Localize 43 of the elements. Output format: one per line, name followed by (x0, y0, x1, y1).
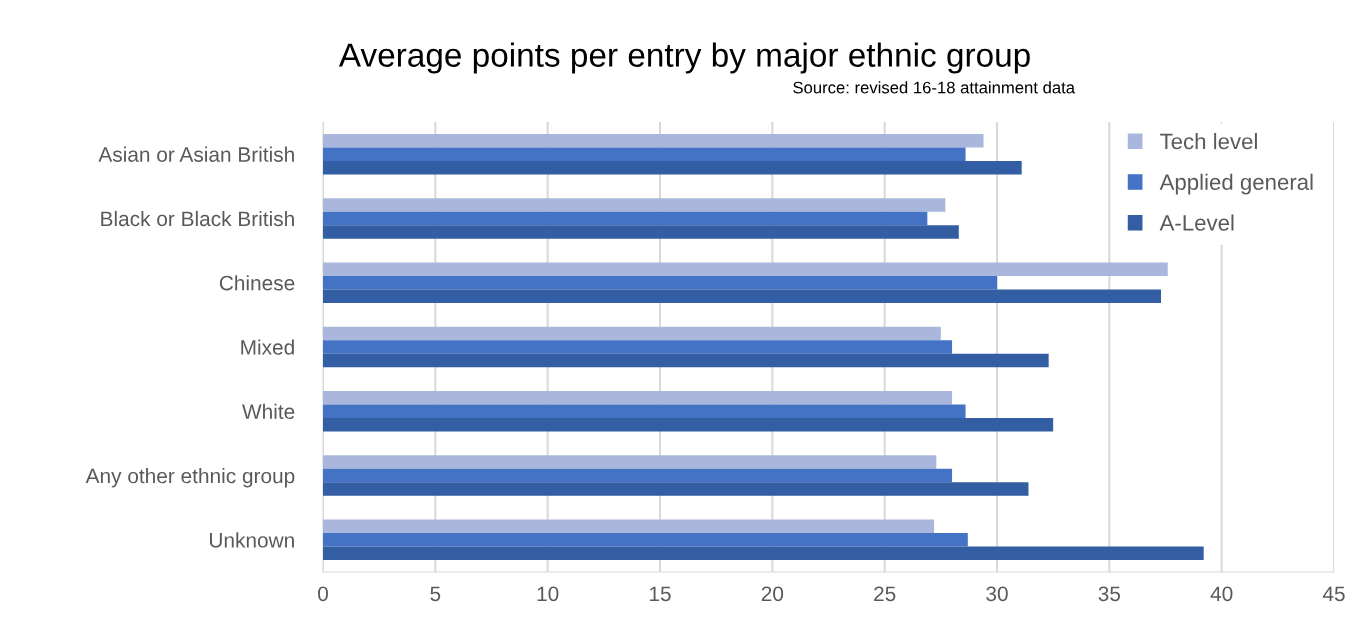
x-tick-label: 25 (874, 586, 896, 602)
x-tick-label: 45 (1322, 586, 1345, 602)
chart-title: Average points per entry by major ethnic group (338, 42, 1030, 74)
bar (323, 482, 1029, 496)
x-tick-label: 40 (1210, 586, 1233, 602)
bar (323, 275, 997, 290)
bar (323, 211, 928, 226)
x-tick-label: 0 (318, 586, 328, 602)
y-tick-label: White (242, 403, 295, 420)
bar (323, 340, 953, 354)
bar (323, 546, 1204, 561)
bar (323, 262, 1168, 276)
legend-label: Tech level (1160, 133, 1257, 150)
bar (323, 404, 966, 419)
bar (323, 133, 984, 148)
x-tick-label: 5 (430, 586, 441, 602)
x-tick-label: 20 (761, 586, 784, 602)
y-tick-label: Chinese (219, 275, 295, 291)
y-tick-label: Asian or Asian British (98, 146, 294, 162)
bar (323, 225, 959, 239)
bar (323, 326, 941, 341)
y-tick-label: Any other ethnic group (85, 468, 295, 488)
bar (323, 418, 1054, 432)
y-tick-label: Black or Black British (101, 210, 294, 227)
y-tick-label: Unknown (209, 532, 294, 548)
bar (323, 198, 946, 212)
bar (323, 289, 1162, 303)
legend-label: A-Level (1159, 214, 1234, 231)
bar (323, 147, 966, 161)
bar (323, 391, 953, 405)
x-tick-label: 30 (986, 586, 1008, 602)
bar (323, 353, 1049, 368)
bar (323, 533, 968, 547)
chart-subtitle: Source: revised 16-18 attainment data (793, 81, 1076, 94)
x-tick-label: 35 (1098, 586, 1121, 602)
x-tick-label: 10 (537, 586, 559, 602)
y-tick-label: Mixed (241, 339, 294, 355)
bar (323, 468, 953, 483)
bar (323, 160, 1022, 175)
x-tick-label: 15 (650, 586, 671, 602)
legend-label: Applied general (1159, 173, 1313, 195)
bar (323, 455, 937, 469)
bar (323, 519, 935, 534)
